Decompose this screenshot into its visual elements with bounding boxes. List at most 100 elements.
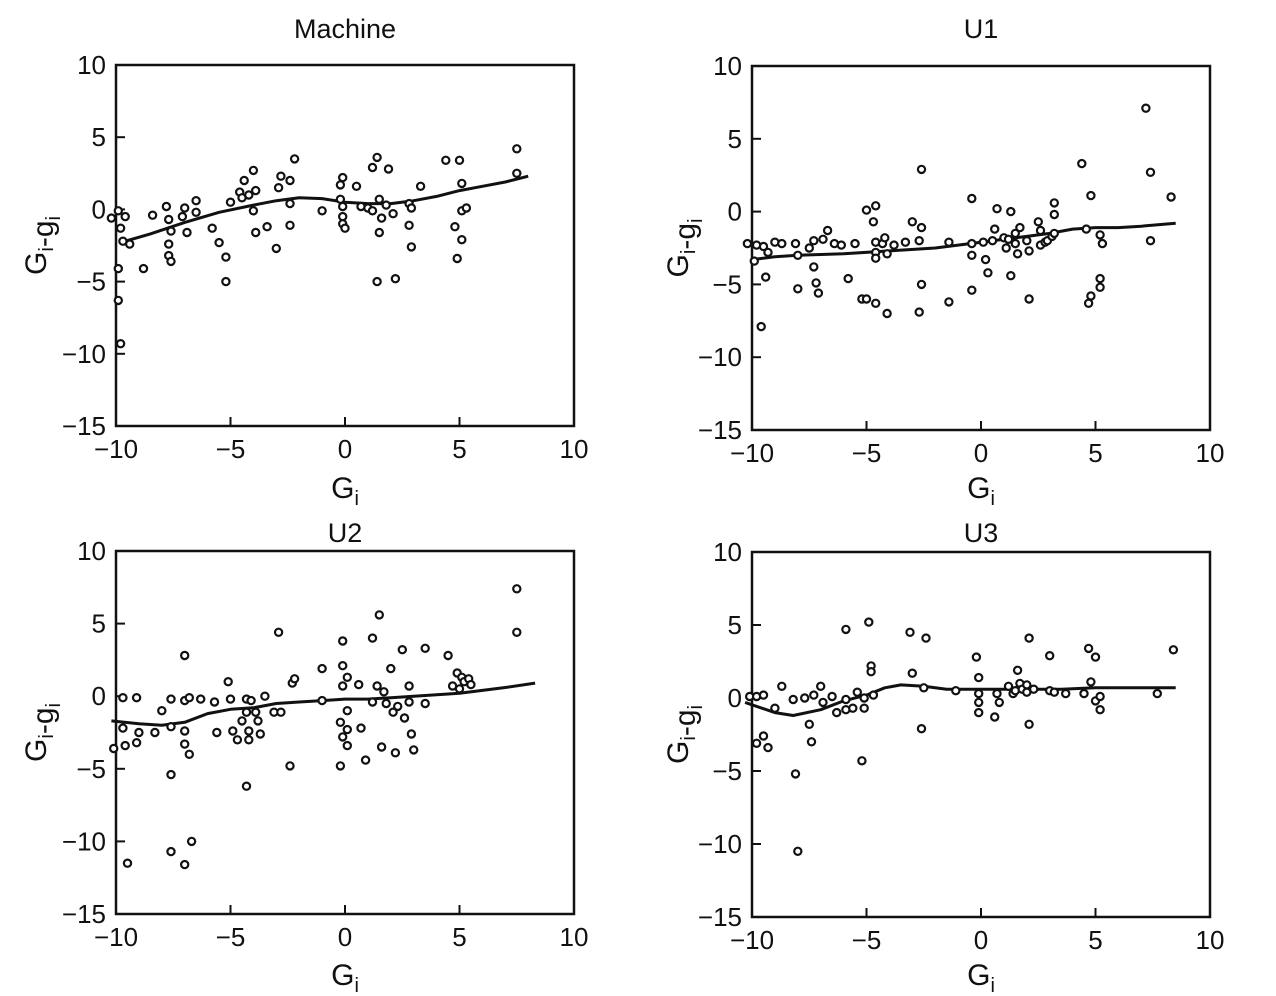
y-axis-label: Gi-gi bbox=[20, 703, 65, 762]
data-point bbox=[260, 691, 270, 701]
data-point bbox=[406, 203, 417, 213]
plot-frame bbox=[750, 550, 1212, 919]
data-point bbox=[1049, 687, 1060, 697]
data-point bbox=[751, 738, 762, 749]
data-point bbox=[822, 225, 833, 236]
data-point bbox=[285, 175, 295, 186]
y-tick-label: −10 bbox=[62, 826, 106, 856]
data-point bbox=[852, 687, 863, 697]
data-point bbox=[859, 703, 869, 713]
data-point bbox=[763, 742, 773, 753]
y-tick-label: 10 bbox=[713, 537, 742, 567]
data-point bbox=[951, 686, 961, 696]
data-point bbox=[122, 858, 133, 868]
data-point bbox=[406, 729, 417, 739]
data-point bbox=[806, 737, 817, 747]
data-point bbox=[861, 205, 872, 215]
data-point bbox=[441, 155, 451, 165]
data-point bbox=[1010, 238, 1021, 249]
data-point bbox=[367, 162, 378, 173]
x-tick-label: 0 bbox=[974, 438, 988, 468]
data-point bbox=[342, 672, 352, 683]
data-point bbox=[108, 743, 119, 754]
data-point bbox=[466, 679, 476, 690]
data-point bbox=[372, 681, 382, 691]
data-point bbox=[1024, 719, 1034, 730]
data-point bbox=[383, 164, 394, 174]
data-point bbox=[790, 769, 801, 779]
data-point bbox=[388, 208, 398, 219]
data-point bbox=[338, 661, 348, 671]
y-axis-label: Gi-gi bbox=[20, 216, 65, 275]
data-point bbox=[115, 339, 126, 349]
y-tick-label: −10 bbox=[698, 829, 742, 859]
data-point bbox=[356, 723, 366, 733]
data-point bbox=[512, 168, 522, 178]
data-point bbox=[800, 693, 810, 703]
chart-title: U3 bbox=[964, 518, 999, 548]
data-point bbox=[916, 222, 927, 233]
data-point bbox=[1152, 688, 1163, 699]
data-point bbox=[1024, 246, 1034, 256]
y-tick-label: 5 bbox=[728, 124, 742, 154]
data-point bbox=[163, 214, 174, 225]
data-point bbox=[289, 674, 300, 684]
data-point bbox=[1168, 645, 1179, 655]
data-point bbox=[118, 723, 128, 733]
data-point bbox=[342, 724, 352, 735]
data-point bbox=[1145, 167, 1156, 177]
data-point bbox=[1022, 235, 1032, 246]
y-tick-label: 5 bbox=[92, 122, 106, 152]
data-point bbox=[351, 181, 362, 191]
data-point bbox=[809, 262, 819, 272]
data-point bbox=[317, 695, 327, 706]
data-point bbox=[166, 769, 176, 780]
data-point bbox=[338, 636, 348, 646]
data-point bbox=[1095, 691, 1105, 702]
data-point bbox=[758, 690, 769, 700]
x-tick-label: 10 bbox=[1196, 438, 1225, 468]
data-point bbox=[388, 707, 398, 717]
data-point bbox=[379, 687, 389, 697]
y-tick-label: −10 bbox=[698, 342, 742, 372]
y-axis-label: Gi-gi bbox=[662, 705, 707, 764]
data-point bbox=[1003, 681, 1014, 692]
data-point bbox=[372, 152, 382, 163]
data-point bbox=[905, 627, 915, 638]
data-point bbox=[818, 697, 828, 708]
data-point bbox=[338, 732, 348, 742]
data-point bbox=[386, 663, 396, 674]
data-point bbox=[882, 249, 892, 259]
x-tick-label: −10 bbox=[94, 922, 138, 952]
data-point bbox=[763, 247, 773, 258]
data-point bbox=[871, 253, 881, 263]
chart-title: Machine bbox=[294, 14, 396, 44]
data-point bbox=[113, 295, 124, 306]
data-point bbox=[850, 238, 860, 249]
data-point bbox=[880, 233, 890, 243]
data-point bbox=[1012, 665, 1023, 676]
data-point bbox=[1095, 705, 1105, 715]
data-point bbox=[138, 263, 149, 274]
data-point bbox=[454, 684, 465, 694]
data-point bbox=[367, 206, 378, 216]
data-point bbox=[179, 650, 190, 661]
x-tick-label: 0 bbox=[338, 434, 352, 464]
data-point bbox=[857, 756, 867, 766]
chart-title: U1 bbox=[964, 14, 999, 44]
plot-frame bbox=[750, 64, 1212, 432]
data-point bbox=[255, 729, 265, 739]
data-point bbox=[457, 178, 467, 189]
x-tick-label: −10 bbox=[94, 434, 138, 464]
data-point bbox=[340, 223, 350, 233]
data-point bbox=[758, 731, 769, 741]
x-axis-label: Gi bbox=[331, 472, 359, 510]
data-point bbox=[285, 198, 295, 209]
data-point bbox=[273, 627, 284, 638]
data-point bbox=[1086, 190, 1096, 201]
data-point bbox=[900, 237, 911, 247]
